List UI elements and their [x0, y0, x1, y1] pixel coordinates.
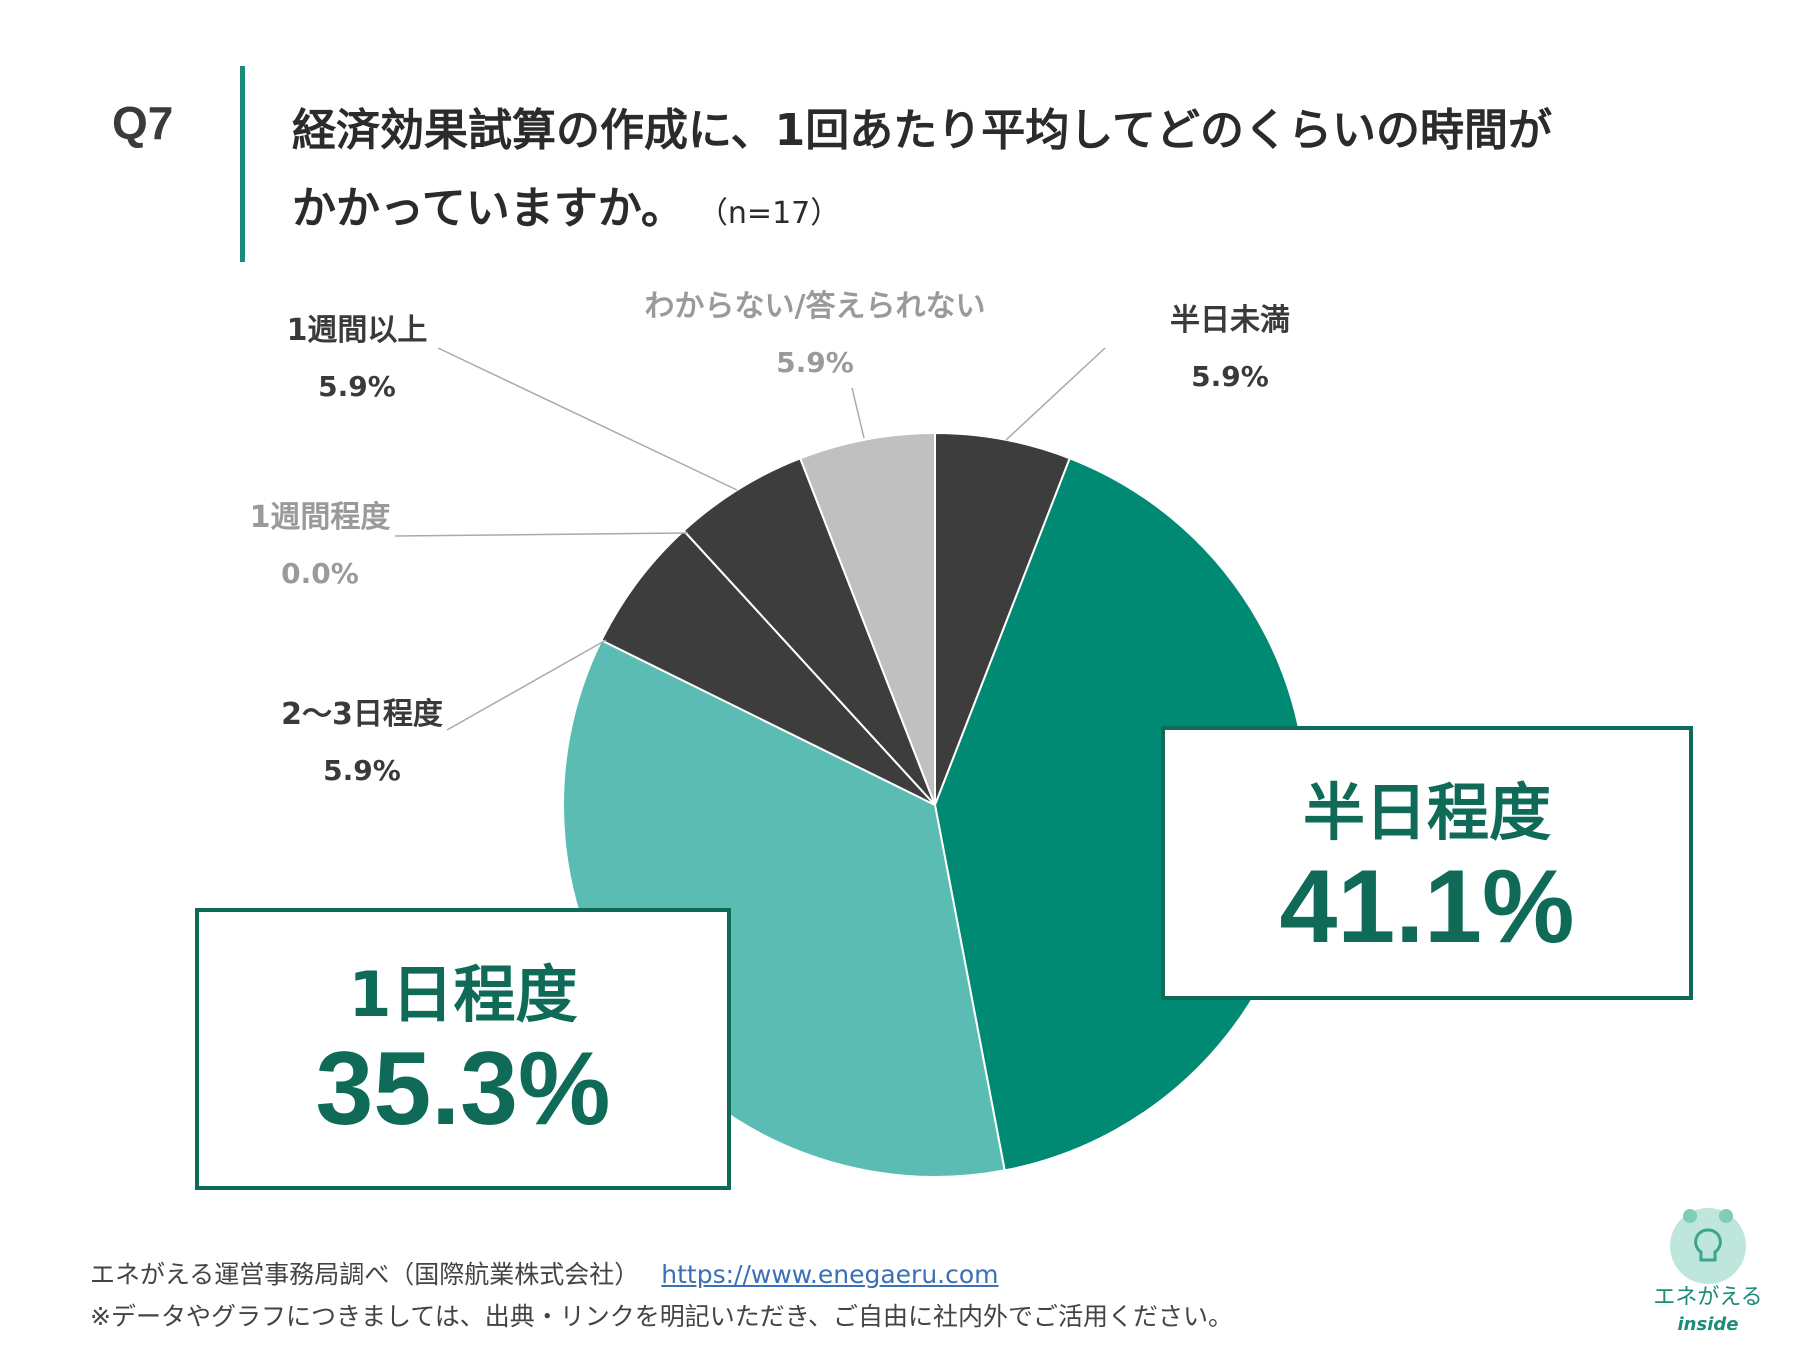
callout-value-one_day: 35.3%: [316, 1031, 611, 1147]
callout-box-half_day: [1161, 726, 1693, 1000]
callout-label-one_day: 1日程度: [348, 958, 577, 1031]
question-title: 経済効果試算の作成に、1回あたり平均してどのくらいの時間が かかっていますか。 （…: [292, 92, 1712, 253]
footer-note: ※データやグラフにつきましては、出典・リンクを明記いただき、ご自由に社内外でご活…: [90, 1302, 1233, 1331]
question-number: Q7: [112, 97, 174, 149]
leader-line-unknown: [851, 387, 865, 439]
pie-slice-over_week: [682, 456, 936, 806]
leader-line-two_three_days: [446, 639, 607, 731]
callout-value-half_day: 41.1%: [1280, 849, 1575, 965]
slice-value-unknown: 5.9%: [776, 346, 854, 379]
callout-box-one_day: [195, 908, 731, 1190]
footer-link[interactable]: https://www.enegaeru.com: [661, 1260, 999, 1289]
logo-bulb-icon: [1694, 1228, 1722, 1262]
slice-label-over_week: 1週間以上: [287, 313, 428, 348]
leader-line-over_week: [437, 347, 738, 491]
sample-size: （n=17）: [712, 196, 841, 231]
slice-label-half_day_under: 半日未満: [1170, 303, 1290, 338]
footer: エネがえる運営事務局調べ（国際航業株式会社） https://www.enegae…: [90, 1254, 1233, 1338]
slice-label-two_three_days: 2～3日程度: [281, 697, 443, 732]
logo-sub-text: inside: [1678, 1314, 1739, 1335]
logo-frog-eye-right: [1719, 1209, 1733, 1223]
slice-label-one_week: 1週間程度: [250, 500, 391, 535]
logo-brand-text: エネがえる: [1653, 1285, 1762, 1310]
title-line-2: かかっていますか。 （n=17）: [292, 170, 1712, 253]
footer-source: エネがえる運営事務局調べ（国際航業株式会社）: [90, 1260, 640, 1289]
enegaeru-logo: エネがえる inside: [1653, 1208, 1763, 1335]
slice-value-half_day_under: 5.9%: [1191, 360, 1269, 393]
footer-source-line: エネがえる運営事務局調べ（国際航業株式会社） https://www.enegae…: [90, 1254, 1233, 1296]
title-line-1: 経済効果試算の作成に、1回あたり平均してどのくらいの時間が: [292, 105, 1552, 156]
slice-value-one_week: 0.0%: [281, 557, 359, 590]
slice-label-unknown: わからない/答えられない: [645, 289, 986, 324]
callout-label-half_day: 半日程度: [1303, 776, 1551, 849]
logo-frog-head: [1670, 1208, 1746, 1284]
pie-slice-unknown: [798, 431, 936, 806]
pie-slice-half_day_under: [934, 431, 1072, 806]
title-line-2-text: かかっていますか。: [292, 183, 685, 234]
leader-line-one_week: [394, 532, 689, 537]
title-accent-bar: [240, 66, 245, 262]
slice-value-two_three_days: 5.9%: [323, 754, 401, 787]
logo-frog-eye-left: [1683, 1209, 1697, 1223]
slice-value-over_week: 5.9%: [318, 370, 396, 403]
leader-line-half_day_under: [1005, 347, 1106, 441]
